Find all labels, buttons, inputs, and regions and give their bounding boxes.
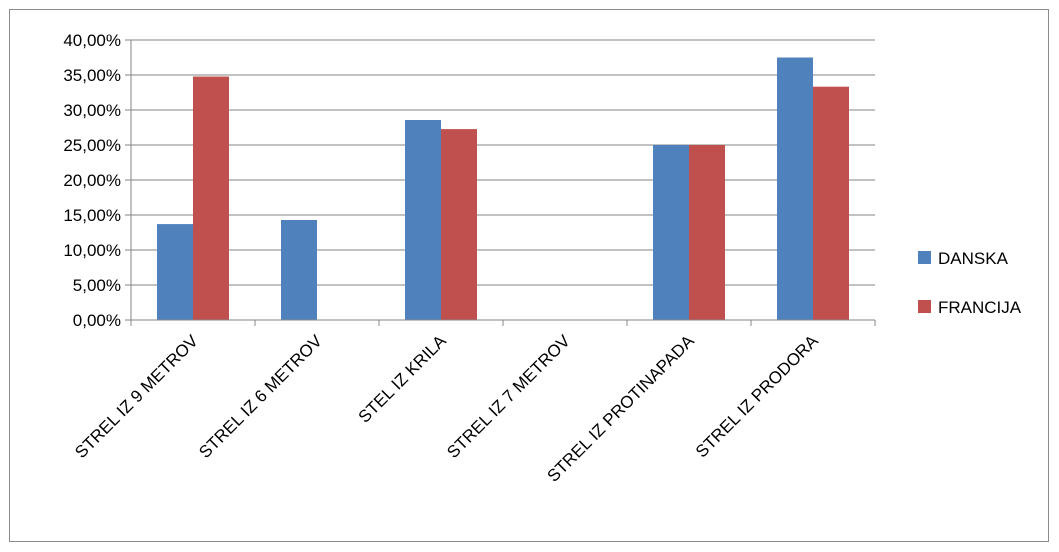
bar — [653, 145, 689, 320]
y-tick-label: 35,00% — [63, 66, 121, 85]
x-category-label: STEL IZ KRILA — [355, 331, 451, 427]
bar — [193, 76, 229, 320]
x-category-label: STREL IZ PRODORA — [692, 331, 822, 461]
y-tick-label: 15,00% — [63, 206, 121, 225]
y-tick-label: 0,00% — [73, 311, 121, 330]
bar — [813, 86, 849, 320]
legend-swatch — [918, 251, 931, 264]
legend-swatch — [918, 300, 931, 313]
bar — [777, 57, 813, 320]
legend-label: FRANCIJA — [938, 298, 1022, 317]
bar — [441, 129, 477, 320]
y-tick-label: 10,00% — [63, 241, 121, 260]
y-tick-label: 25,00% — [63, 136, 121, 155]
bar — [157, 224, 193, 320]
x-category-label: STREL IZ 6 METROV — [195, 331, 326, 462]
x-category-label: STREL IZ PROTINAPADA — [543, 331, 698, 486]
bar — [405, 120, 441, 320]
y-tick-label: 30,00% — [63, 101, 121, 120]
legend-label: DANSKA — [938, 249, 1009, 268]
y-tick-label: 40,00% — [63, 31, 121, 50]
bar — [689, 145, 725, 320]
x-category-label: STREL IZ 7 METROV — [443, 331, 574, 462]
y-tick-label: 20,00% — [63, 171, 121, 190]
x-category-label: STREL IZ 9 METROV — [71, 331, 202, 462]
bar — [281, 219, 317, 320]
y-tick-label: 5,00% — [73, 276, 121, 295]
